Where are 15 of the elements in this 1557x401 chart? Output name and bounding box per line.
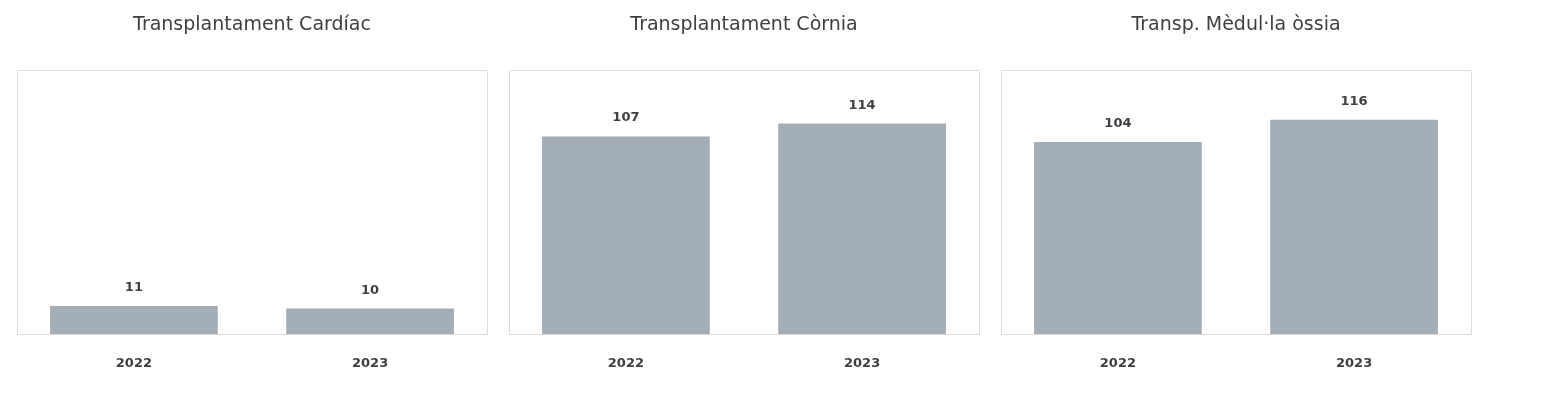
data-label: 10 xyxy=(361,281,380,297)
chart-title: Transplantament Cardíac xyxy=(132,12,371,34)
data-label: 116 xyxy=(1340,92,1368,108)
data-label: 104 xyxy=(1104,115,1132,130)
data-label: 114 xyxy=(848,96,876,112)
x-tick-label: 2023 xyxy=(352,354,389,370)
chart-title: Transp. Mèdul·la òssia xyxy=(1130,12,1341,34)
x-tick-label: 2022 xyxy=(607,354,644,370)
data-label: 11 xyxy=(124,279,143,295)
x-tick-label: 2023 xyxy=(844,354,881,370)
x-tick-label: 2023 xyxy=(1336,354,1373,370)
x-tick-label: 2022 xyxy=(1099,354,1136,370)
data-label: 107 xyxy=(612,109,640,125)
chart-title: Transplantament Còrnia xyxy=(629,12,858,34)
x-tick-label: 2022 xyxy=(115,354,152,370)
